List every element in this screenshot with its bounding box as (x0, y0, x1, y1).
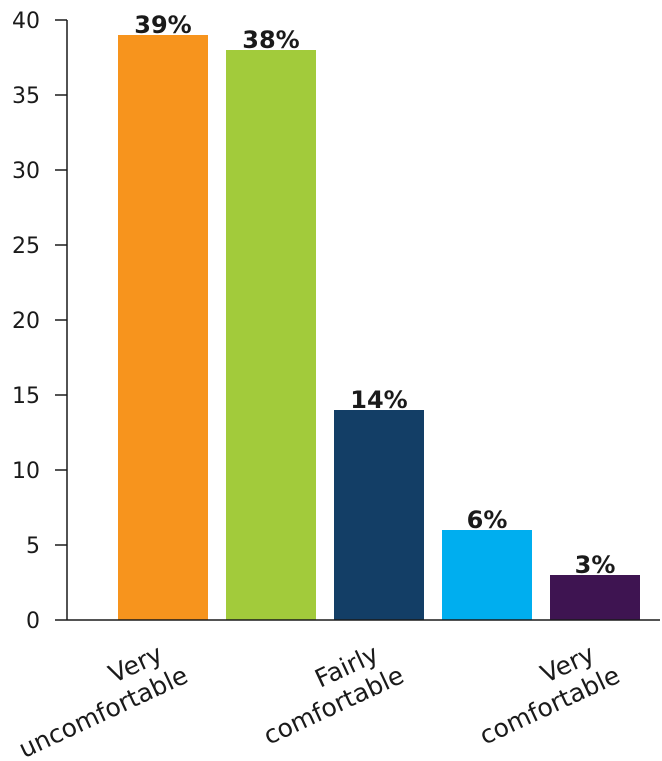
category-label: Verycomfortable (462, 633, 624, 750)
y-tick-label: 5 (26, 534, 40, 559)
y-axis: 0 5 10 15 20 25 30 35 40 (12, 9, 68, 634)
y-tick-label: 25 (12, 234, 40, 259)
y-tick-label: 10 (12, 459, 40, 484)
category-label: Veryuncomfortable (2, 633, 193, 761)
category-label: Fairlycomfortable (246, 633, 408, 750)
bar-value-label: 3% (575, 551, 616, 579)
bar-value-label: 14% (350, 386, 407, 414)
bar-value-label: 39% (134, 11, 191, 39)
bar-value-label: 38% (242, 26, 299, 54)
y-tick-label: 15 (12, 384, 40, 409)
y-tick-label: 20 (12, 309, 40, 334)
bar (226, 50, 316, 620)
category-labels: Veryuncomfortable Fairlycomfortable Veryco… (2, 633, 624, 761)
bars (118, 35, 640, 620)
bar (550, 575, 640, 620)
y-tick-label: 40 (12, 9, 40, 34)
value-labels: 39% 38% 14% 6% 3% (134, 11, 615, 579)
y-tick-label: 0 (26, 609, 40, 634)
bar-value-label: 6% (467, 506, 508, 534)
y-tick-label: 35 (12, 84, 40, 109)
bar (118, 35, 208, 620)
bar (334, 410, 424, 620)
category-label-line: uncomfortable (14, 660, 192, 761)
bar (442, 530, 532, 620)
y-tick-label: 30 (12, 159, 40, 184)
